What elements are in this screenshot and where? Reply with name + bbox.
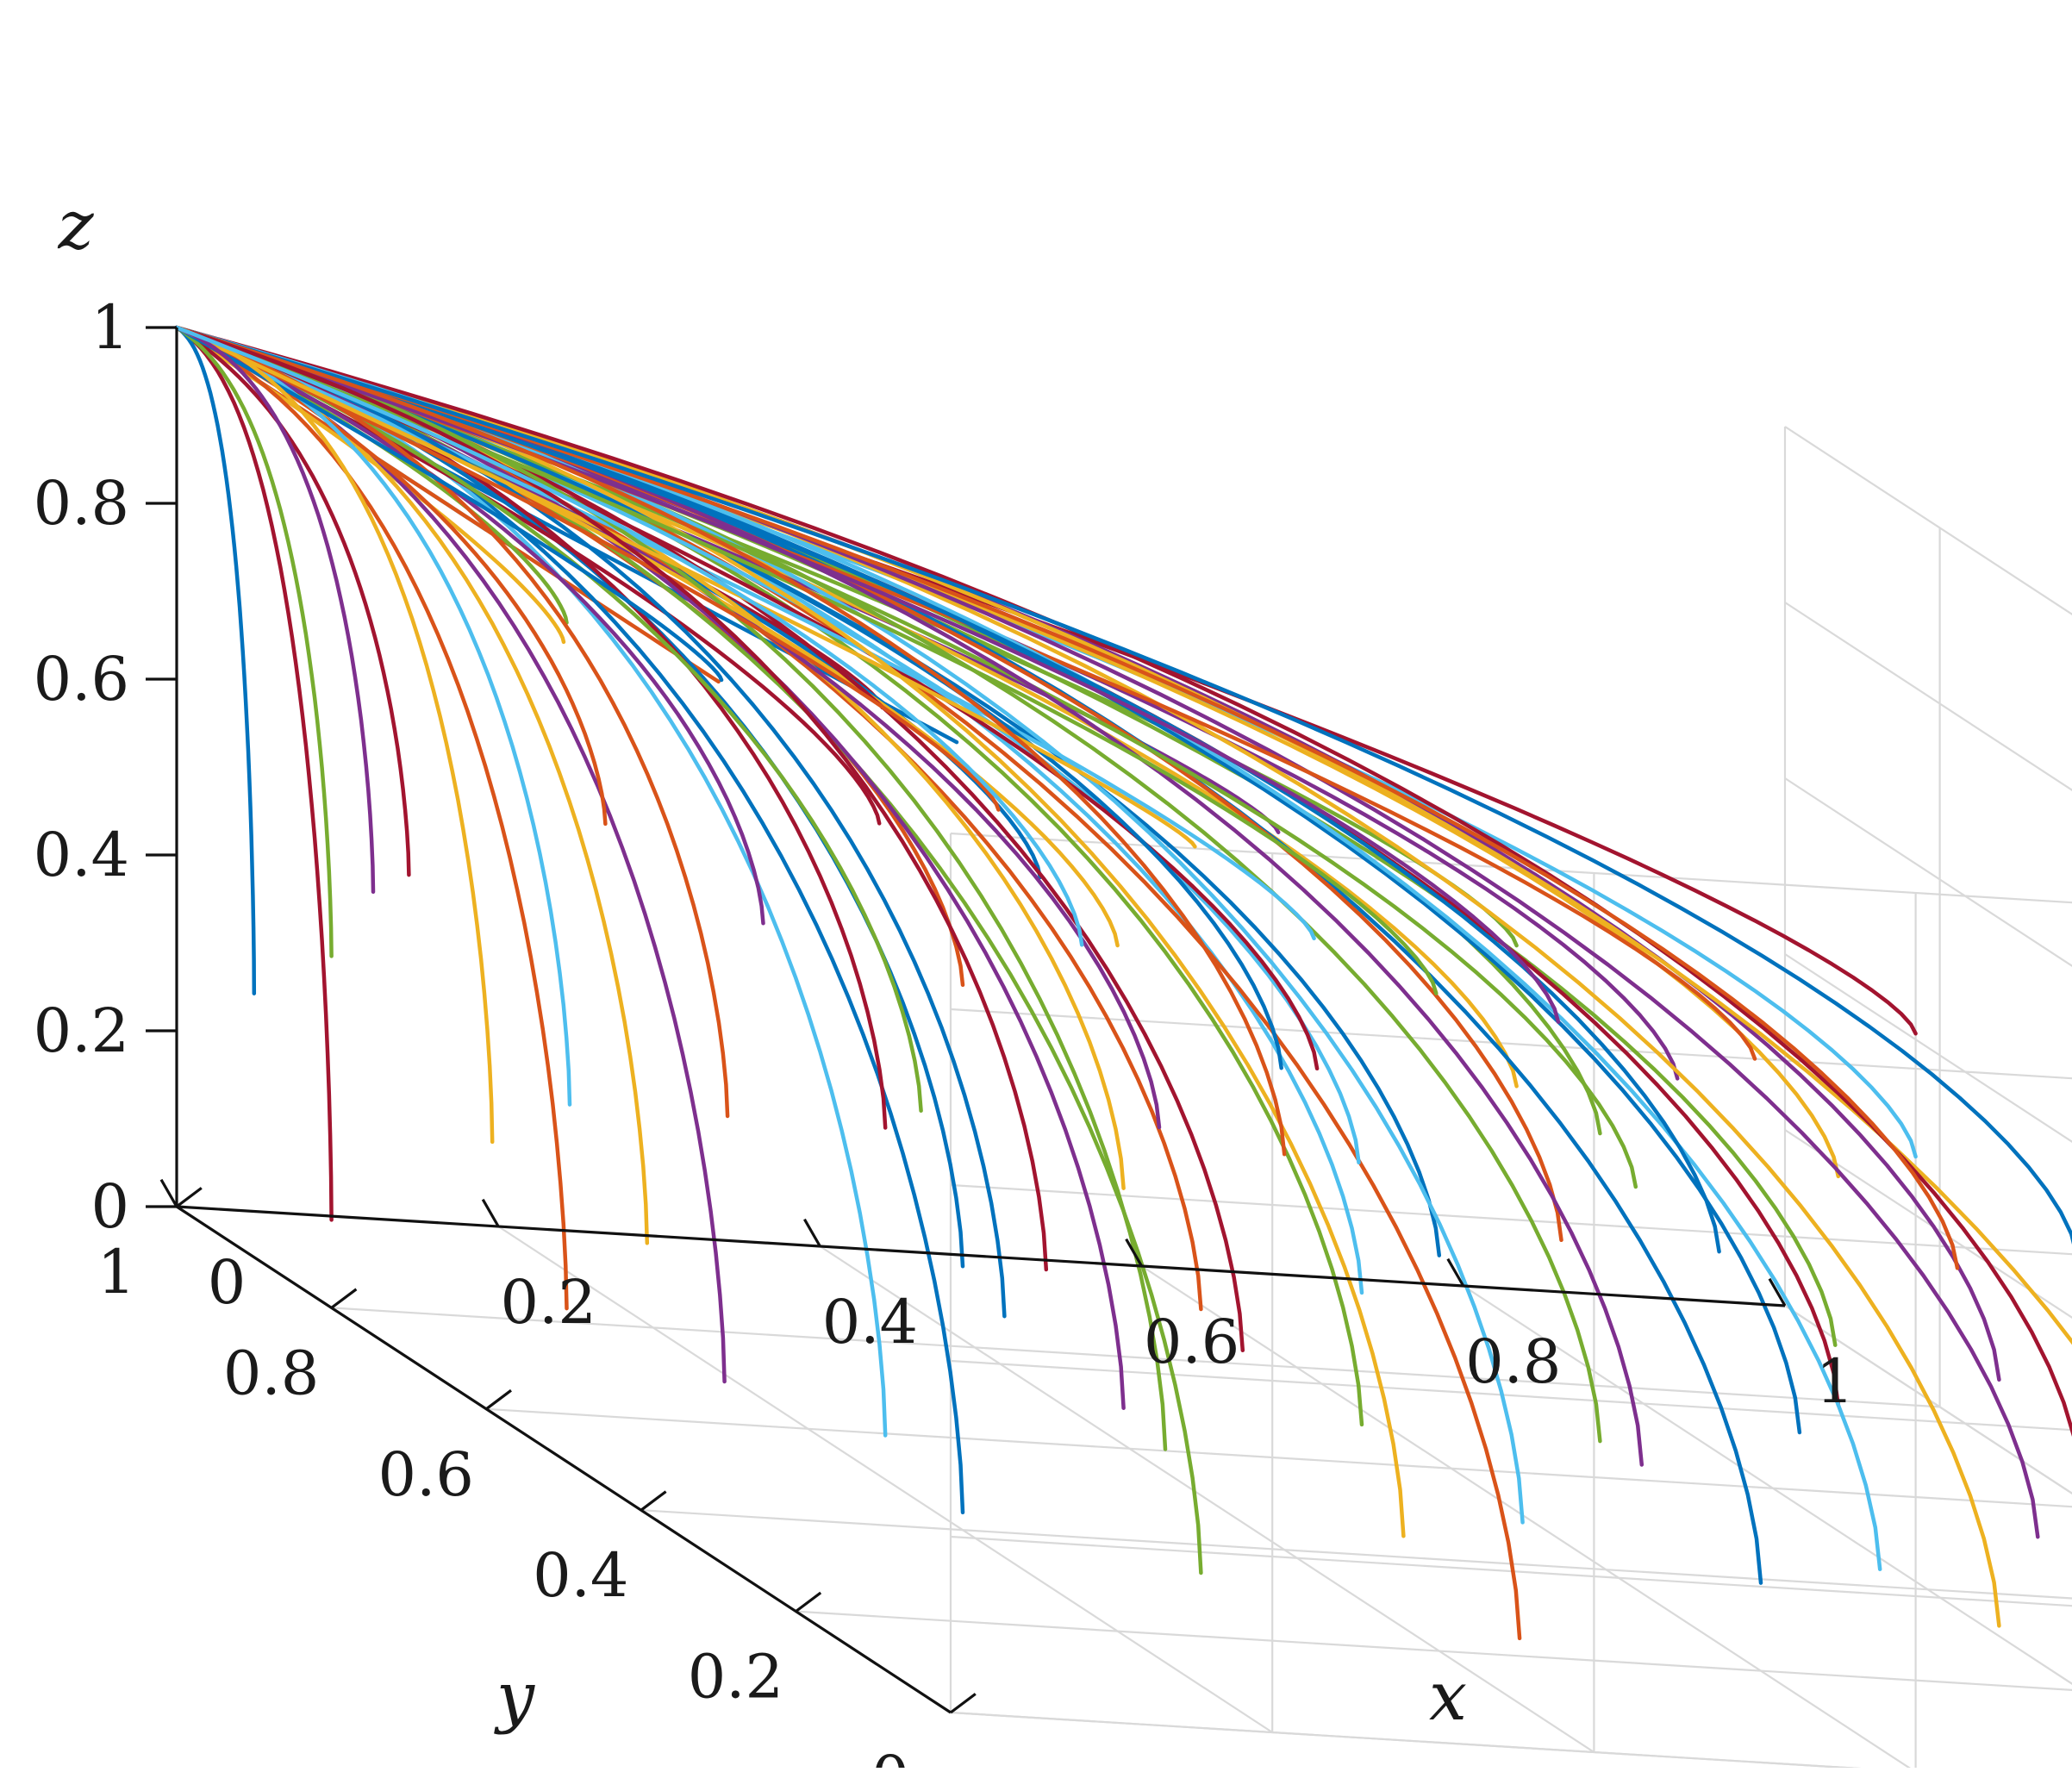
y-tick-label: 1 bbox=[97, 1237, 136, 1307]
trajectory-line-60 bbox=[174, 325, 572, 1107]
grid-side-z bbox=[1784, 953, 2072, 1143]
grid-floor-y bbox=[640, 1509, 2072, 1600]
trajectory-line-54 bbox=[174, 325, 1283, 1070]
grid-side-z bbox=[1784, 1129, 2072, 1319]
trajectory-line-62 bbox=[174, 325, 1007, 1319]
trajectory-line-74 bbox=[174, 325, 1197, 849]
y-axis-line bbox=[176, 1205, 952, 1714]
y-tick-label: 0.2 bbox=[688, 1642, 783, 1713]
trajectory-line-67 bbox=[174, 325, 1168, 1451]
grid-back-z bbox=[950, 1008, 2072, 1080]
axis-labels: x y z bbox=[57, 187, 1467, 1736]
grid-floor-y bbox=[331, 1307, 1940, 1408]
grid-side-z bbox=[1784, 602, 2072, 791]
trajectory-line-73 bbox=[174, 325, 724, 683]
trajectory-line-75 bbox=[174, 325, 2072, 1245]
trajectory-line-44 bbox=[174, 325, 2072, 1345]
trajectory-line-46 bbox=[174, 325, 1361, 1165]
z-tick-label: 0.8 bbox=[34, 468, 129, 539]
trajectory-line-59 bbox=[174, 325, 334, 958]
trajectory-line-71 bbox=[174, 325, 1439, 995]
grid-floor-x bbox=[1140, 1265, 1917, 1772]
y-tick-mark bbox=[176, 1187, 203, 1208]
trajectory-line-78 bbox=[174, 325, 495, 1145]
grid-back-z bbox=[950, 1711, 1932, 1772]
trajectory-line-21 bbox=[174, 325, 1364, 1295]
trajectory-line-53 bbox=[174, 325, 1316, 941]
x-tick-label: 0.2 bbox=[501, 1267, 596, 1338]
trajectory-line-45 bbox=[174, 325, 2072, 1438]
grid-layer bbox=[176, 426, 2072, 1772]
x-tick-mark bbox=[803, 1218, 821, 1247]
trajectory-line-49 bbox=[174, 325, 1638, 1189]
x-tick-label: 1 bbox=[1816, 1346, 1855, 1417]
trajectory-line-18 bbox=[174, 325, 1442, 1257]
x-tick-label: 0 bbox=[208, 1247, 247, 1318]
z-tick-label: 0 bbox=[90, 1171, 129, 1242]
y-tick-mark bbox=[485, 1388, 512, 1411]
z-tick-label: 0.6 bbox=[34, 644, 129, 714]
trajectory-line-77 bbox=[174, 325, 1049, 1272]
trajectories bbox=[174, 325, 2072, 1641]
grid-back-z bbox=[950, 832, 2072, 904]
z-tick-label: 1 bbox=[90, 292, 129, 363]
z-tick-label: 0.4 bbox=[34, 820, 129, 890]
trajectory-line-34 bbox=[174, 325, 334, 1222]
x-tick-label: 0.8 bbox=[1465, 1326, 1561, 1397]
grid-floor-y bbox=[950, 1711, 1932, 1772]
x-axis-line bbox=[176, 1205, 1786, 1307]
x-tick-label: 0.4 bbox=[822, 1287, 918, 1357]
trajectory-line-76 bbox=[174, 325, 1287, 1157]
y-tick-mark bbox=[950, 1693, 977, 1714]
grid-floor-x bbox=[819, 1245, 1595, 1753]
y-tick-mark bbox=[640, 1490, 667, 1512]
y-tick-label: 0.4 bbox=[533, 1540, 628, 1611]
y-tick-label: 0.8 bbox=[223, 1338, 319, 1408]
trajectory-line-38 bbox=[174, 325, 1126, 1190]
trajectory-line-58 bbox=[174, 325, 411, 877]
grid-floor-x bbox=[497, 1226, 1273, 1733]
x-tick-mark bbox=[1768, 1277, 1787, 1307]
z-axis-label: z bbox=[57, 187, 94, 265]
grid-back-z bbox=[950, 1359, 2072, 1432]
y-tick-mark bbox=[795, 1591, 822, 1613]
grid-floor-x bbox=[1784, 1305, 2072, 1494]
x-tick-label: 0.6 bbox=[1144, 1307, 1239, 1377]
trajectory-line-35 bbox=[174, 325, 257, 995]
x-tick-mark bbox=[1446, 1257, 1465, 1287]
grid-back-z bbox=[950, 1183, 2072, 1256]
grid-floor-y bbox=[486, 1407, 2072, 1508]
y-tick-mark bbox=[330, 1288, 358, 1309]
x-tick-mark bbox=[481, 1198, 500, 1227]
trajectory-line-69 bbox=[174, 325, 1960, 1270]
y-tick-label: 0 bbox=[871, 1743, 910, 1768]
x-axis-label: x bbox=[1429, 1658, 1467, 1736]
z-tick-label: 0.2 bbox=[34, 995, 129, 1066]
x-tick-mark bbox=[1125, 1238, 1143, 1267]
trajectory-line-79 bbox=[174, 325, 376, 895]
y-tick-label: 0.6 bbox=[378, 1439, 474, 1510]
x-tick-mark bbox=[159, 1178, 178, 1207]
grid-side-z bbox=[1784, 777, 2072, 967]
trajectory-line-56 bbox=[174, 325, 765, 926]
grid-floor-y bbox=[796, 1610, 2072, 1691]
grid-back-z bbox=[950, 1535, 2072, 1607]
grid-floor-x bbox=[1463, 1285, 2072, 1685]
axes: 00.20.40.60.8100.20.40.60.8100.20.40.60.… bbox=[34, 292, 1855, 1772]
y-axis-label: y bbox=[494, 1658, 535, 1736]
grid-side-z bbox=[1784, 426, 2072, 615]
trajectory-line-80 bbox=[174, 325, 1084, 947]
trajectory-line-72 bbox=[174, 325, 1001, 812]
trajectory-line-33 bbox=[174, 325, 569, 1311]
